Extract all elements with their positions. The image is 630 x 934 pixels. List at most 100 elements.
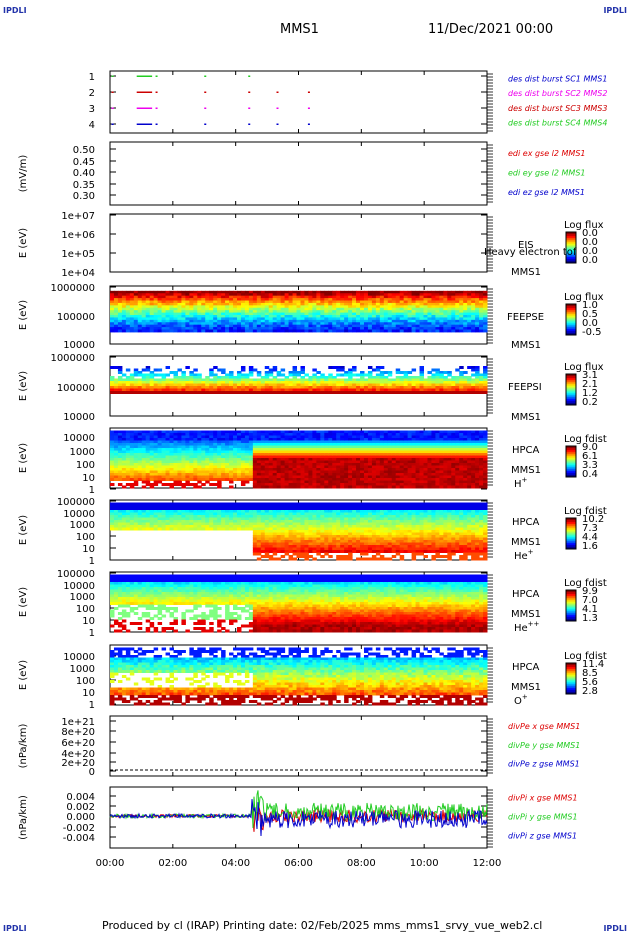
- spectrogram-cell: [177, 483, 182, 486]
- spectrogram-cell: [308, 435, 313, 439]
- spectrogram-cell: [225, 435, 230, 439]
- spectrogram-cell: [447, 329, 452, 333]
- spectrogram-cell: [173, 465, 178, 469]
- spectrogram-cell: [407, 473, 413, 476]
- spectrogram-cell: [344, 440, 349, 444]
- spectrogram-cell: [276, 388, 282, 392]
- spectrogram-cell: [113, 317, 119, 321]
- spectrogram-cell: [197, 463, 202, 466]
- spectrogram-cell: [217, 450, 222, 454]
- colorbar-tick-label: 0.2: [582, 397, 598, 408]
- spectrogram-cell: [213, 460, 218, 464]
- spectrogram-cell: [467, 293, 472, 297]
- spectrogram-cell: [272, 430, 278, 434]
- spectrogram-cell: [391, 322, 397, 326]
- spectrogram-cell: [284, 327, 290, 330]
- spectrogram-cell: [272, 483, 278, 486]
- spectrogram-cell: [165, 470, 171, 474]
- spectrogram-cell: [463, 443, 468, 446]
- spectrogram-cell: [193, 440, 198, 444]
- spectrogram-cell: [447, 298, 452, 301]
- spectrogram-cell: [328, 366, 333, 369]
- spectrogram-cell: [304, 290, 309, 294]
- spectrogram-cell: [268, 327, 274, 330]
- spectrogram-cell: [161, 483, 167, 486]
- spectrogram-cell: [471, 322, 476, 326]
- spectrogram-cell: [431, 440, 436, 444]
- spectrogram-cell: [169, 445, 174, 449]
- spectrogram-cell: [157, 480, 163, 484]
- spectrogram-cell: [419, 473, 425, 476]
- spectrogram-cell: [415, 463, 421, 466]
- spectrogram-cell: [383, 324, 389, 328]
- spectrogram-cell: [431, 305, 436, 309]
- spectrogram-cell: [248, 310, 254, 314]
- spectrogram-cell: [471, 383, 476, 387]
- spectrogram-cell: [185, 468, 190, 471]
- spectrogram-cell: [264, 307, 270, 311]
- spectrogram-cell: [352, 468, 357, 471]
- spectrogram-cell: [379, 485, 385, 489]
- spectrogram-cell: [403, 378, 409, 382]
- spectrogram-cell: [344, 388, 349, 392]
- spectrogram-cell: [113, 293, 119, 297]
- spectrogram-cell: [455, 319, 460, 323]
- spectrogram-cell: [379, 450, 385, 454]
- spectrogram-cell: [201, 310, 206, 314]
- spectrogram-cell: [264, 378, 270, 382]
- spectrogram-cell: [316, 483, 321, 486]
- spectrogram-cell: [213, 386, 218, 389]
- spectrogram-cell: [407, 317, 413, 321]
- spectrogram-cell: [165, 445, 171, 449]
- spectrogram-cell: [280, 315, 286, 318]
- spectrogram-cell: [399, 455, 405, 459]
- spectrogram-cell: [165, 463, 171, 466]
- spectrogram-cell: [336, 305, 341, 309]
- spectrogram-cell: [177, 450, 182, 454]
- spectrogram-cell: [284, 293, 290, 297]
- spectrogram-cell: [229, 480, 234, 484]
- spectrogram-cell: [379, 465, 385, 469]
- colorbar-cell: [566, 463, 576, 466]
- spectrogram-cell: [348, 322, 353, 326]
- spectrogram-cell: [475, 381, 480, 384]
- spectrogram-cell: [193, 322, 198, 326]
- spectrogram-cell: [328, 460, 333, 464]
- spectrogram-cell: [197, 383, 202, 387]
- spectrogram-cell: [363, 480, 369, 484]
- spectrogram-cell: [280, 465, 286, 469]
- spectrogram-cell: [161, 302, 167, 306]
- spectrogram-cell: [328, 435, 333, 439]
- spectrogram-cell: [205, 438, 210, 441]
- spectrogram-cell: [379, 443, 385, 446]
- spectrogram-cell: [423, 315, 428, 318]
- spectrogram-cell: [360, 302, 365, 306]
- spectrogram-cell: [344, 293, 349, 297]
- spectrogram-cell: [165, 307, 171, 311]
- colorbar-tick-label: 3.3: [582, 460, 598, 471]
- spectrogram-cell: [137, 373, 143, 377]
- spectrogram-cell: [256, 480, 262, 484]
- spectrogram-cell: [340, 310, 345, 314]
- spectrogram-cell: [363, 478, 369, 481]
- spectrogram-cell: [320, 483, 325, 486]
- spectrogram-cell: [292, 295, 298, 299]
- spectrogram-cell: [356, 305, 361, 309]
- spectrogram-cell: [129, 443, 135, 446]
- spectrogram-cell: [336, 310, 341, 314]
- spectrogram-cell: [221, 376, 226, 379]
- spectrogram-cell: [125, 293, 131, 297]
- spectrogram-cell: [252, 312, 258, 316]
- colorbar-cell: [566, 259, 576, 262]
- spectrogram-cell: [431, 450, 436, 454]
- spectrogram-cell: [435, 315, 440, 318]
- spectrogram-cell: [463, 458, 468, 461]
- spectrogram-cell: [284, 290, 290, 294]
- spectrogram-cell: [244, 445, 250, 449]
- spectrogram-cell: [459, 290, 464, 294]
- spectrogram-cell: [320, 293, 325, 297]
- spectrogram-cell: [363, 483, 369, 486]
- spectrogram-cell: [133, 307, 139, 311]
- spectrogram-cell: [451, 440, 456, 444]
- spectrogram-cell: [145, 295, 151, 299]
